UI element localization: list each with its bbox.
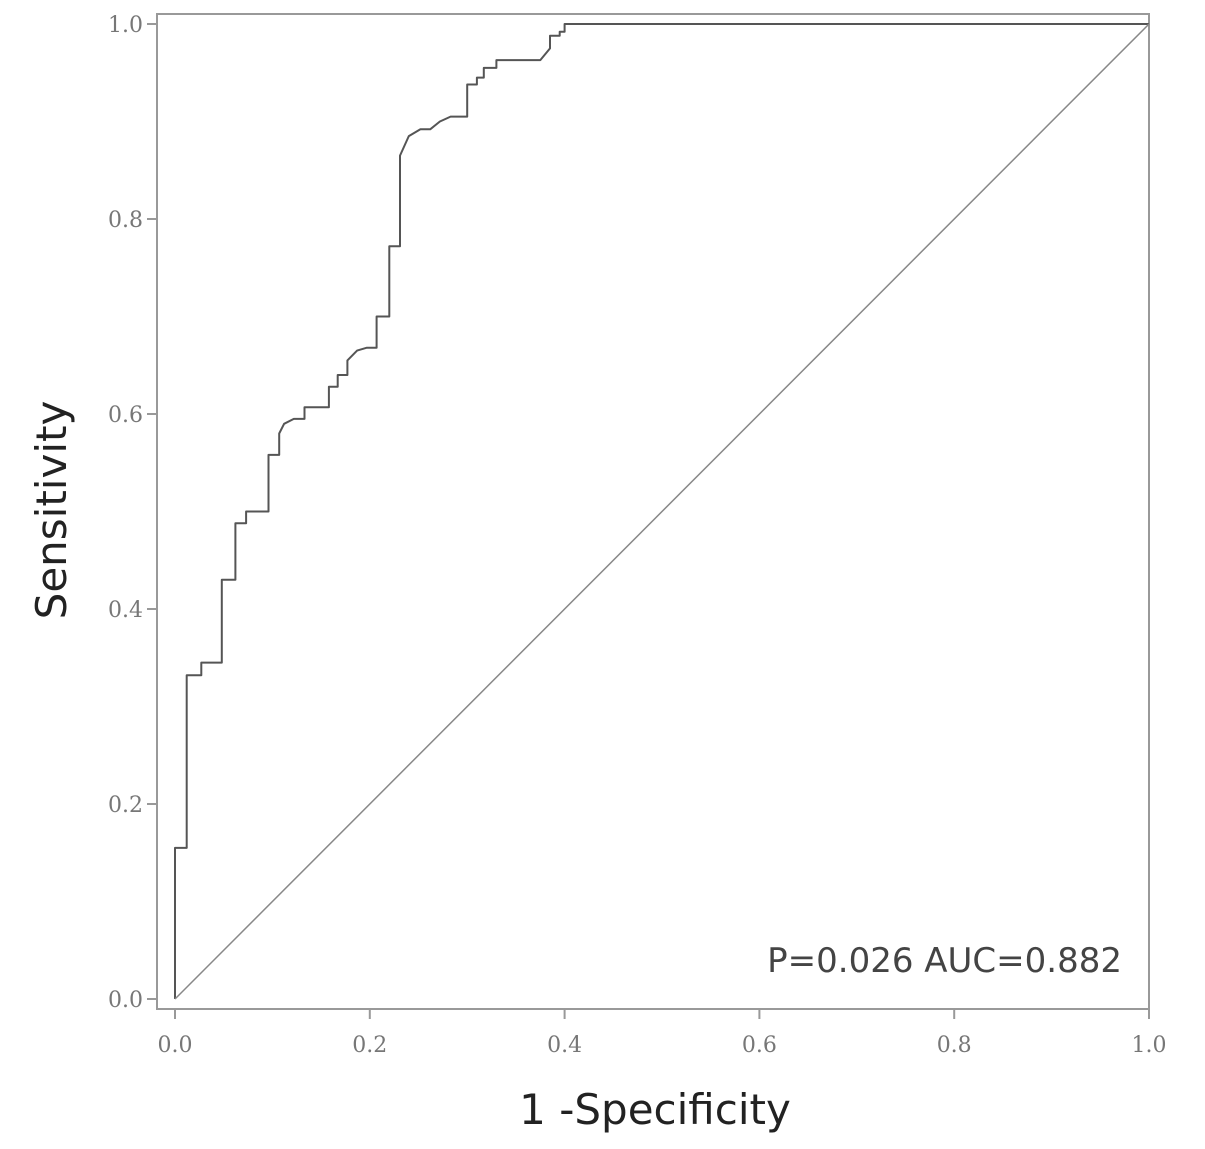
x-axis-title: 1 -Specificity [519,1085,791,1134]
x-tick-label: 0.4 [547,1033,582,1058]
annotation-text: P=0.026 AUC=0.882 [767,941,1122,981]
series-layer [174,23,1150,1000]
y-tick-label: 0.8 [108,208,143,233]
y-tick-label: 1.0 [108,13,143,38]
x-tick-label: 0.6 [742,1033,777,1058]
y-tick-label: 0.6 [108,403,143,428]
y-tick-label: 0.2 [108,793,143,818]
axes [156,13,1150,1010]
roc-curve-line [174,23,1149,999]
x-tick-label: 0.2 [352,1033,387,1058]
x-tick-label: 1.0 [1132,1033,1167,1058]
y-tick-label: 0.4 [108,598,143,623]
ticks: 0.0 0.2 0.4 0.6 0.8 1.0 0.0 0.2 0.4 0.6 0.8 1.0 [108,13,1167,1058]
y-tick-label: 0.0 [108,988,143,1013]
plot-frame [156,13,1150,1010]
y-axis-title: Sensitivity [27,401,76,620]
x-tick-label: 0.0 [158,1033,193,1058]
reference-diagonal-line [174,23,1150,1000]
x-tick-label: 0.8 [937,1033,972,1058]
